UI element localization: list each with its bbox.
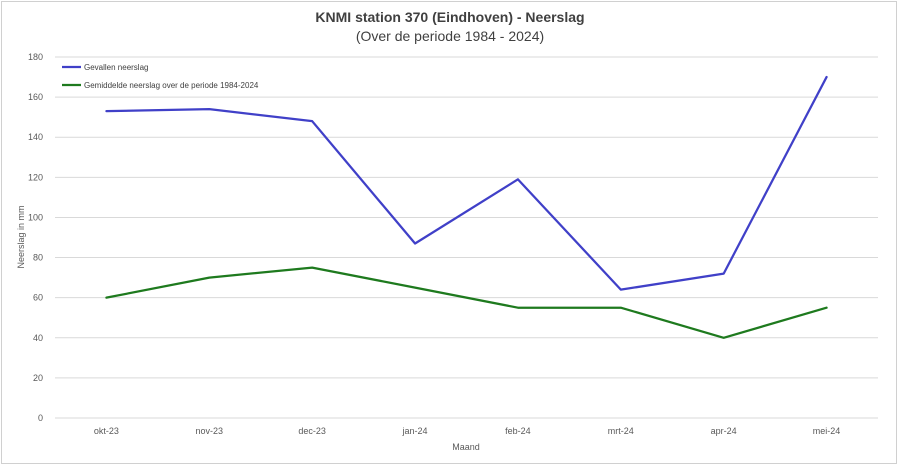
legend: Gevallen neerslag Gemiddelde neerslag ove… [62, 63, 259, 90]
x-tick-label: okt-23 [94, 426, 119, 436]
y-tick-label: 120 [28, 172, 43, 182]
x-tick-label: nov-23 [196, 426, 224, 436]
x-axis-label: Maand [452, 442, 480, 452]
x-axis-ticks: okt-23 nov-23 dec-23 jan-24 feb-24 mrt-24 apr-… [94, 426, 840, 436]
series-line-1 [105, 75, 828, 291]
y-tick-label: 100 [28, 212, 43, 222]
y-tick-label: 160 [28, 92, 43, 102]
y-tick-label: 40 [33, 333, 43, 343]
y-tick-label: 80 [33, 253, 43, 263]
y-tick-label: 140 [28, 132, 43, 142]
y-tick-label: 20 [33, 373, 43, 383]
series-lines [105, 75, 828, 339]
legend-label: Gemiddelde neerslag over de periode 1984… [84, 81, 259, 90]
y-tick-label: 0 [38, 413, 43, 423]
y-axis-ticks: 0 20 40 60 80 100 120 140 160 180 [28, 52, 43, 423]
x-tick-label: mei-24 [813, 426, 841, 436]
chart-title: KNMI station 370 (Eindhoven) - Neerslag [315, 9, 584, 25]
x-tick-label: dec-23 [298, 426, 326, 436]
y-axis-label: Neerslag in mm [16, 205, 26, 268]
x-tick-label: mrt-24 [608, 426, 634, 436]
grid-lines [55, 56, 878, 419]
x-tick-label: jan-24 [402, 426, 428, 436]
chart-subtitle: (Over de periode 1984 - 2024) [356, 28, 544, 44]
series-line-2 [105, 266, 828, 339]
x-tick-label: apr-24 [711, 426, 737, 436]
legend-label: Gevallen neerslag [84, 63, 148, 72]
y-tick-label: 60 [33, 293, 43, 303]
x-tick-label: feb-24 [505, 426, 531, 436]
y-tick-label: 180 [28, 52, 43, 62]
